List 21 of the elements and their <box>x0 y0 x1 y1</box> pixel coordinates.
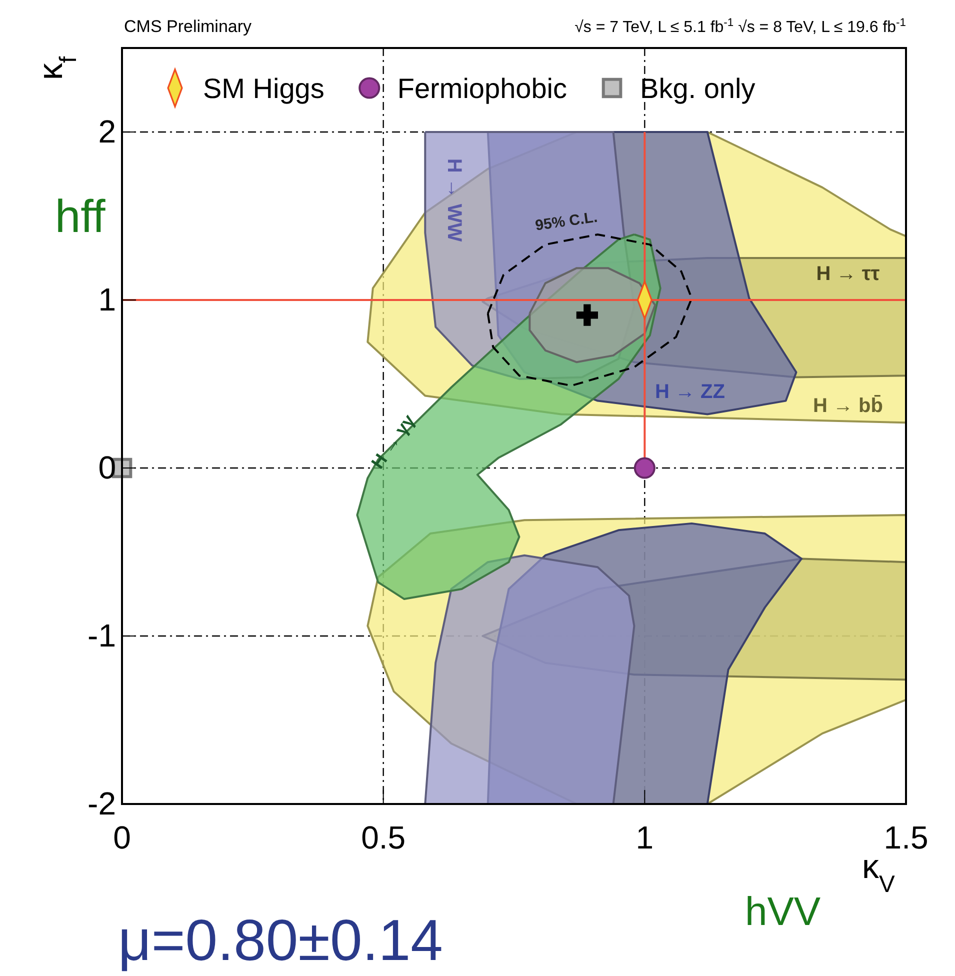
annotation: H → WW <box>443 158 465 242</box>
chart-title: CMS Preliminary <box>124 17 252 36</box>
y-tick-label: 0 <box>98 449 116 486</box>
text: hVV <box>745 890 821 934</box>
legend-label: Bkg. only <box>640 73 756 104</box>
chart-subtitle: √s = 7 TeV, L ≤ 5.1 fb$^{-1}$ √s = 8 TeV, L ≤ 19.6 fb$^{-1}$ <box>574 17 906 36</box>
y-tick-label: 2 <box>98 113 116 150</box>
annotation: H → γγ <box>367 410 419 472</box>
annotation: H → ττ <box>816 263 880 285</box>
text: hff <box>55 190 106 242</box>
annotation: 95% C.L. <box>534 208 599 234</box>
y-tick-label: -1 <box>88 617 116 654</box>
annotation: H → ZZ <box>655 381 725 403</box>
y-tick-label: 1 <box>98 281 116 318</box>
annotation: H → bb̄ <box>813 394 883 417</box>
legend-label: Fermiophobic <box>397 73 568 104</box>
x-tick-label: 1 <box>636 820 654 856</box>
x-tick-label: 0.5 <box>361 820 406 856</box>
legend-label: SM Higgs <box>203 73 324 104</box>
y-tick-label: -2 <box>88 785 116 822</box>
text: μ=0.80±0.14 <box>118 908 443 973</box>
